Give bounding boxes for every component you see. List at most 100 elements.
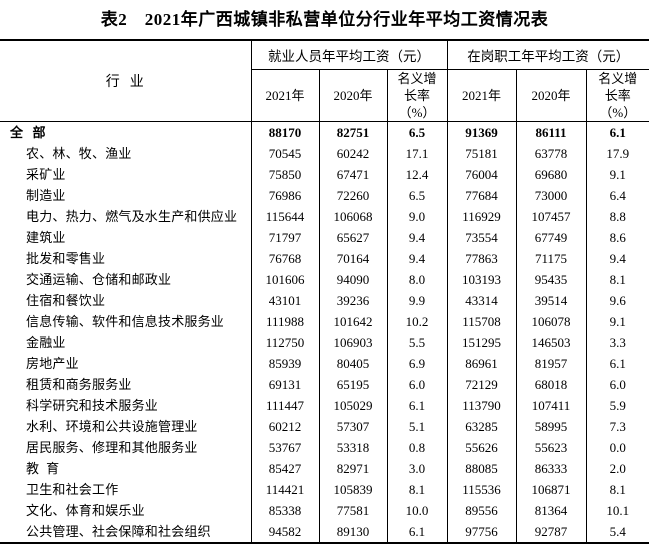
table-row: 交通运输、仓储和邮政业 101606 94090 8.0 103193 95435 8.1 (0, 269, 649, 290)
value-cell: 106903 (319, 332, 388, 353)
value-cell: 94582 (251, 521, 320, 543)
table-row: 批发和零售业 76768 70164 9.4 77863 71175 9.4 (0, 248, 649, 269)
value-cell: 81364 (516, 500, 587, 521)
table-title: 表2 2021年广西城镇非私营单位分行业年平均工资情况表 (100, 10, 549, 29)
value-cell: 77684 (447, 185, 517, 206)
value-cell: 67749 (516, 227, 587, 248)
value-cell: 97756 (447, 521, 517, 543)
col-header-onduty-2021: 2021年 (447, 69, 517, 122)
value-cell: 9.4 (387, 248, 448, 269)
value-cell: 115536 (447, 479, 517, 500)
value-cell: 82971 (319, 458, 388, 479)
table-row: 建筑业 71797 65627 9.4 73554 67749 8.6 (0, 227, 649, 248)
table-row: 公共管理、社会保障和社会组织 94582 89130 6.1 97756 92787 5.4 (0, 521, 649, 543)
value-cell: 6.5 (387, 185, 448, 206)
value-cell: 58995 (516, 416, 587, 437)
value-cell: 71797 (251, 227, 320, 248)
table-body: 全 部 88170 82751 6.5 91369 86111 6.1 农、林、牧、渔业 705… (0, 121, 649, 543)
value-cell: 9.4 (387, 227, 448, 248)
value-cell: 106871 (516, 479, 587, 500)
value-cell: 95435 (516, 269, 587, 290)
value-cell: 86333 (516, 458, 587, 479)
value-cell: 17.1 (387, 143, 448, 164)
value-cell: 10.2 (387, 311, 448, 332)
value-cell: 146503 (516, 332, 587, 353)
value-cell: 6.0 (609, 377, 626, 392)
industry-cell: 居民服务、修理和其他服务业 (0, 437, 252, 458)
value-cell: 70545 (251, 143, 320, 164)
table-row: 居民服务、修理和其他服务业 53767 53318 0.8 55626 55623 0.0 (0, 437, 649, 458)
group-header-onduty: 在岗职工年平均工资（元） (447, 40, 649, 70)
industry-cell: 金融业 (0, 332, 252, 353)
value-cell: 71175 (516, 248, 587, 269)
value-cell: 86111 (516, 121, 587, 143)
industry-cell: 电力、热力、燃气及水生产和供应业 (0, 206, 252, 227)
table-row: 信息传输、软件和信息技术服务业 111988 101642 10.2 115708 106… (0, 311, 649, 332)
value-cell: 107457 (516, 206, 587, 227)
value-cell: 6.4 (609, 188, 626, 203)
value-cell: 0.0 (609, 440, 626, 455)
value-cell: 115708 (447, 311, 517, 332)
industry-cell: 科学研究和技术服务业 (0, 395, 252, 416)
value-cell: 5.1 (387, 416, 448, 437)
value-cell: 94090 (319, 269, 388, 290)
table-row: 水利、环境和公共设施管理业 60212 57307 5.1 63285 58995 7.3 (0, 416, 649, 437)
value-cell: 115644 (251, 206, 320, 227)
value-cell: 55623 (516, 437, 587, 458)
industry-cell: 建筑业 (0, 227, 252, 248)
value-cell: 53767 (251, 437, 320, 458)
table-row: 采矿业 75850 67471 12.4 76004 69680 9.1 (0, 164, 649, 185)
value-cell: 43101 (251, 290, 320, 311)
value-cell: 12.4 (387, 164, 448, 185)
value-cell: 9.4 (609, 251, 626, 266)
value-cell: 0.8 (387, 437, 448, 458)
value-cell: 8.1 (609, 482, 626, 497)
table-row: 农、林、牧、渔业 70545 60242 17.1 75181 63778 17.9 (0, 143, 649, 164)
industry-cell: 交通运输、仓储和邮政业 (0, 269, 252, 290)
value-cell: 76986 (251, 185, 320, 206)
value-cell: 63285 (447, 416, 517, 437)
industry-cell: 卫生和社会工作 (0, 479, 252, 500)
industry-cell: 水利、环境和公共设施管理业 (0, 416, 252, 437)
value-cell: 85939 (251, 353, 320, 374)
value-cell: 85338 (251, 500, 320, 521)
value-cell: 89130 (319, 521, 388, 543)
value-cell: 8.0 (387, 269, 448, 290)
industry-cell: 文化、体育和娱乐业 (0, 500, 252, 521)
table-row: 住宿和餐饮业 43101 39236 9.9 43314 39514 9.6 (0, 290, 649, 311)
col-header-employed-growth: 名义增长率（%） (387, 69, 448, 122)
value-cell: 63778 (516, 143, 587, 164)
value-cell: 101606 (251, 269, 320, 290)
value-cell: 9.6 (609, 293, 626, 308)
value-cell: 70164 (319, 248, 388, 269)
value-cell: 103193 (447, 269, 517, 290)
value-cell: 105029 (319, 395, 388, 416)
value-cell: 82751 (319, 121, 388, 143)
value-cell: 69131 (251, 374, 320, 395)
value-cell: 151295 (447, 332, 517, 353)
table-row: 制造业 76986 72260 6.5 77684 73000 6.4 (0, 185, 649, 206)
value-cell: 7.3 (609, 419, 626, 434)
header-sub-row: 2021年 2020年 名义增长率（%） 2021年 2020年 名义增长率（%… (0, 69, 649, 122)
value-cell: 69680 (516, 164, 587, 185)
value-cell: 88085 (447, 458, 517, 479)
header-group-row: 行 业 就业人员年平均工资（元） 在岗职工年平均工资（元） (0, 40, 649, 122)
value-cell: 111447 (251, 395, 320, 416)
table-row: 租赁和商务服务业 69131 65195 6.0 72129 68018 6.0 (0, 374, 649, 395)
industry-cell: 住宿和餐饮业 (0, 290, 252, 311)
value-cell: 106068 (319, 206, 388, 227)
value-cell: 8.6 (609, 230, 626, 245)
value-cell: 8.1 (387, 479, 448, 500)
value-cell: 9.1 (609, 167, 626, 182)
value-cell: 8.8 (609, 209, 626, 224)
value-cell: 111988 (251, 311, 320, 332)
table-row: 文化、体育和娱乐业 85338 77581 10.0 89556 81364 10.1 (0, 500, 649, 521)
value-cell: 53318 (319, 437, 388, 458)
value-cell: 75181 (447, 143, 517, 164)
value-cell: 91369 (447, 121, 517, 143)
value-cell: 39514 (516, 290, 587, 311)
col-header-onduty-growth: 名义增长率（%） (586, 69, 649, 122)
value-cell: 9.9 (387, 290, 448, 311)
table-row: 电力、热力、燃气及水生产和供应业 115644 106068 9.0 116929 107… (0, 206, 649, 227)
